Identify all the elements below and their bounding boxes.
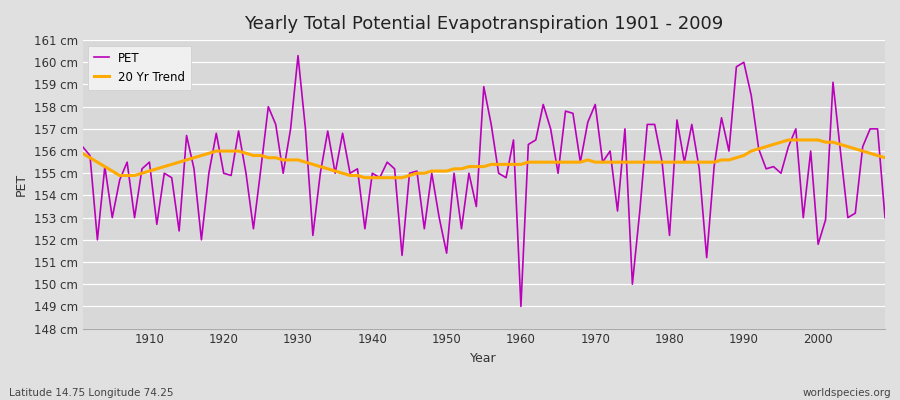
20 Yr Trend [359, 175, 370, 180]
Text: Latitude 14.75 Longitude 74.25: Latitude 14.75 Longitude 74.25 [9, 388, 174, 398]
PET [352, 166, 363, 171]
20 Yr Trend [137, 171, 148, 176]
PET [523, 142, 534, 147]
X-axis label: Year: Year [471, 352, 497, 365]
Legend: PET, 20 Yr Trend: PET, 20 Yr Trend [88, 46, 191, 90]
20 Yr Trend [516, 162, 526, 167]
PET [292, 53, 303, 58]
Y-axis label: PET: PET [15, 173, 28, 196]
Text: worldspecies.org: worldspecies.org [803, 388, 891, 398]
PET [137, 166, 148, 171]
20 Yr Trend [345, 173, 356, 178]
PET [879, 215, 890, 220]
20 Yr Trend [783, 138, 794, 142]
PET [308, 233, 319, 238]
20 Yr Trend [879, 155, 890, 160]
Title: Yearly Total Potential Evapotranspiration 1901 - 2009: Yearly Total Potential Evapotranspiratio… [244, 15, 724, 33]
20 Yr Trend [77, 151, 88, 156]
20 Yr Trend [300, 160, 310, 164]
PET [516, 304, 526, 309]
20 Yr Trend [612, 160, 623, 164]
20 Yr Trend [523, 160, 534, 164]
Line: 20 Yr Trend: 20 Yr Trend [83, 140, 885, 178]
PET [77, 144, 88, 149]
PET [619, 126, 630, 131]
Line: PET: PET [83, 56, 885, 306]
PET [530, 138, 541, 142]
